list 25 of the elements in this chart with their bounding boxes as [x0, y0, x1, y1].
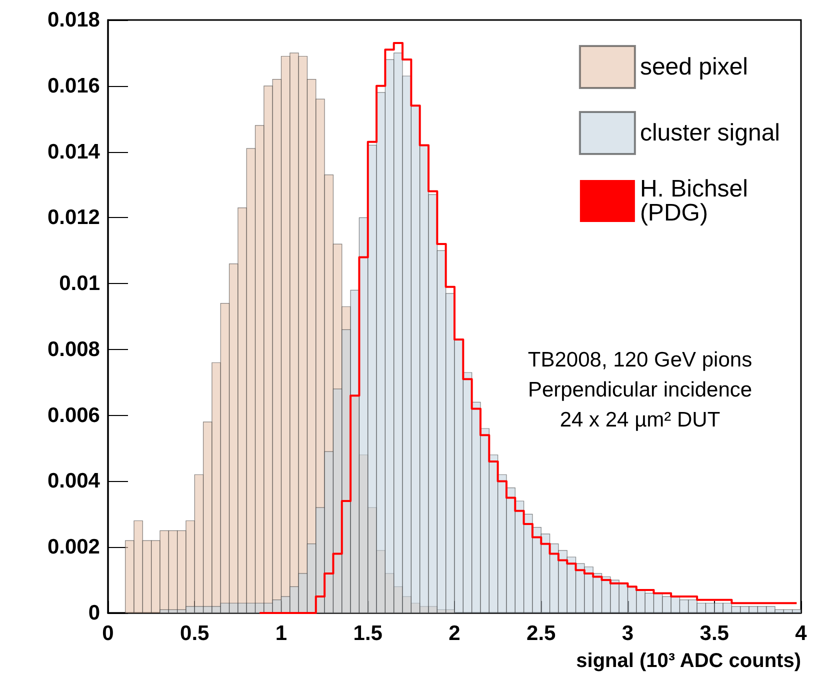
y-tick-label: 0.004 — [47, 470, 100, 493]
x-tick-label: 2 — [448, 622, 460, 645]
x-tick-label: 2.5 — [526, 622, 556, 645]
x-axis-title: signal (10³ ADC counts) — [576, 650, 801, 672]
legend-label: cluster signal — [640, 120, 780, 146]
y-tick-label: 0.01 — [59, 272, 100, 296]
annotation: 24 x 24 µm² DUT — [560, 408, 720, 432]
y-tick-label: 0.016 — [47, 74, 100, 98]
x-tick-label: 3 — [622, 622, 634, 645]
legend-label: seed pixel — [640, 54, 748, 80]
legend-label: H. Bichsel (PDG) — [640, 176, 755, 226]
annotation: Perpendicular incidence — [528, 378, 752, 402]
y-tick-label: 0.018 — [47, 8, 100, 32]
x-tick-label: 0.5 — [180, 622, 210, 645]
x-tick-label: 1.5 — [353, 622, 383, 645]
y-tick-label: 0.002 — [47, 536, 100, 559]
y-tick-label: 0.012 — [47, 206, 100, 230]
x-tick-label: 1 — [275, 622, 288, 645]
y-tick-label: 0.014 — [47, 140, 100, 164]
y-tick-label: 0.008 — [47, 338, 100, 361]
y-tick-label: 0 — [88, 602, 100, 624]
x-tick-label: 4 — [795, 622, 808, 645]
y-tick-label: 0.006 — [47, 404, 100, 427]
annotation: TB2008, 120 GeV pions — [528, 348, 752, 372]
x-tick-label: 3.5 — [700, 622, 730, 645]
